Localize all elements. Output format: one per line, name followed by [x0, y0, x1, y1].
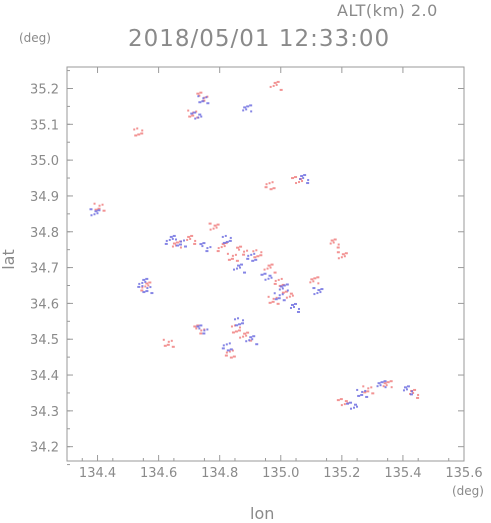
plot-frame: [66, 66, 465, 462]
x-tick-label: 134.4: [79, 466, 116, 481]
echo-point: [233, 263, 247, 274]
x-tick-label: 135.4: [384, 466, 421, 481]
echo-point: [346, 401, 359, 410]
y-tick-label: 35.2: [30, 82, 59, 97]
echo-point: [93, 202, 106, 212]
y-tick-label: 34.8: [30, 226, 59, 241]
echo-point: [162, 338, 175, 348]
echo-point: [245, 335, 259, 346]
y-tick-label: 34.3: [30, 405, 59, 420]
echo-point: [196, 324, 209, 335]
echo-point: [281, 290, 294, 299]
echo-point: [133, 127, 144, 137]
echo-point: [186, 234, 197, 245]
y-tick-label: 35.1: [30, 118, 59, 133]
echo-point: [197, 95, 210, 105]
echo-point: [260, 272, 273, 281]
echo-point: [269, 80, 283, 91]
echo-points: [89, 80, 420, 410]
echo-point: [273, 292, 286, 302]
timestamp-title: 2018/05/01 12:33:00: [128, 26, 391, 52]
echo-point: [199, 242, 212, 253]
echo-point: [329, 238, 340, 249]
echo-point: [336, 398, 349, 407]
echo-point: [278, 283, 289, 292]
echo-point: [137, 277, 149, 288]
echo-point: [402, 385, 413, 396]
echo-point: [234, 317, 245, 327]
echo-point: [239, 331, 253, 342]
altitude-label: ALT(km) 2.0: [337, 1, 438, 20]
x-tick-label: 134.6: [140, 466, 177, 481]
x-tick-label: 135.6: [445, 466, 482, 481]
x-axis-label: lon: [250, 504, 275, 523]
echo-point: [242, 104, 253, 113]
x-tick-label: 134.8: [201, 466, 238, 481]
y-tick-label: 34.2: [30, 441, 59, 456]
echo-point: [299, 174, 310, 185]
x-tick-label: 135.0: [262, 466, 299, 481]
echo-point: [267, 295, 280, 305]
echo-point: [356, 388, 369, 398]
echo-point: [336, 251, 348, 260]
echo-point: [221, 342, 233, 352]
y-tick-label: 34.5: [30, 333, 59, 348]
echo-point: [291, 176, 304, 185]
echo-point: [221, 234, 232, 244]
echo-point: [164, 234, 176, 245]
echo-point: [263, 263, 277, 274]
echo-point: [89, 208, 101, 217]
echo-point: [208, 222, 220, 231]
axis-ticks: 134.4 134.6 134.8 135.0 135.2 135.4 135.6 35.2 3…: [30, 67, 483, 481]
echo-point: [190, 111, 203, 120]
echo-point: [174, 238, 187, 248]
echo-point: [226, 252, 239, 262]
echo-point: [309, 276, 320, 285]
x-tick-label: 135.2: [323, 466, 360, 481]
y-tick-label: 34.6: [30, 297, 59, 312]
y-tick-label: 34.4: [30, 369, 59, 384]
x-unit-label: (deg): [452, 484, 484, 498]
echo-point: [289, 302, 300, 313]
echo-point: [264, 181, 276, 191]
echo-point: [376, 380, 387, 389]
echo-point: [246, 252, 258, 262]
echo-point: [312, 287, 324, 296]
echo-point: [224, 349, 236, 359]
y-tick-label: 35.0: [30, 154, 59, 169]
y-unit-label: (deg): [19, 31, 51, 45]
y-tick-label: 34.7: [30, 262, 59, 277]
echo-point: [236, 245, 249, 256]
echo-point: [362, 385, 375, 395]
echo-point: [140, 281, 152, 292]
echo-point: [382, 380, 393, 389]
echo-point: [141, 285, 154, 295]
y-tick-label: 34.9: [30, 190, 59, 205]
echo-point: [216, 242, 228, 253]
echo-point: [230, 324, 241, 334]
echo-point: [252, 249, 263, 259]
